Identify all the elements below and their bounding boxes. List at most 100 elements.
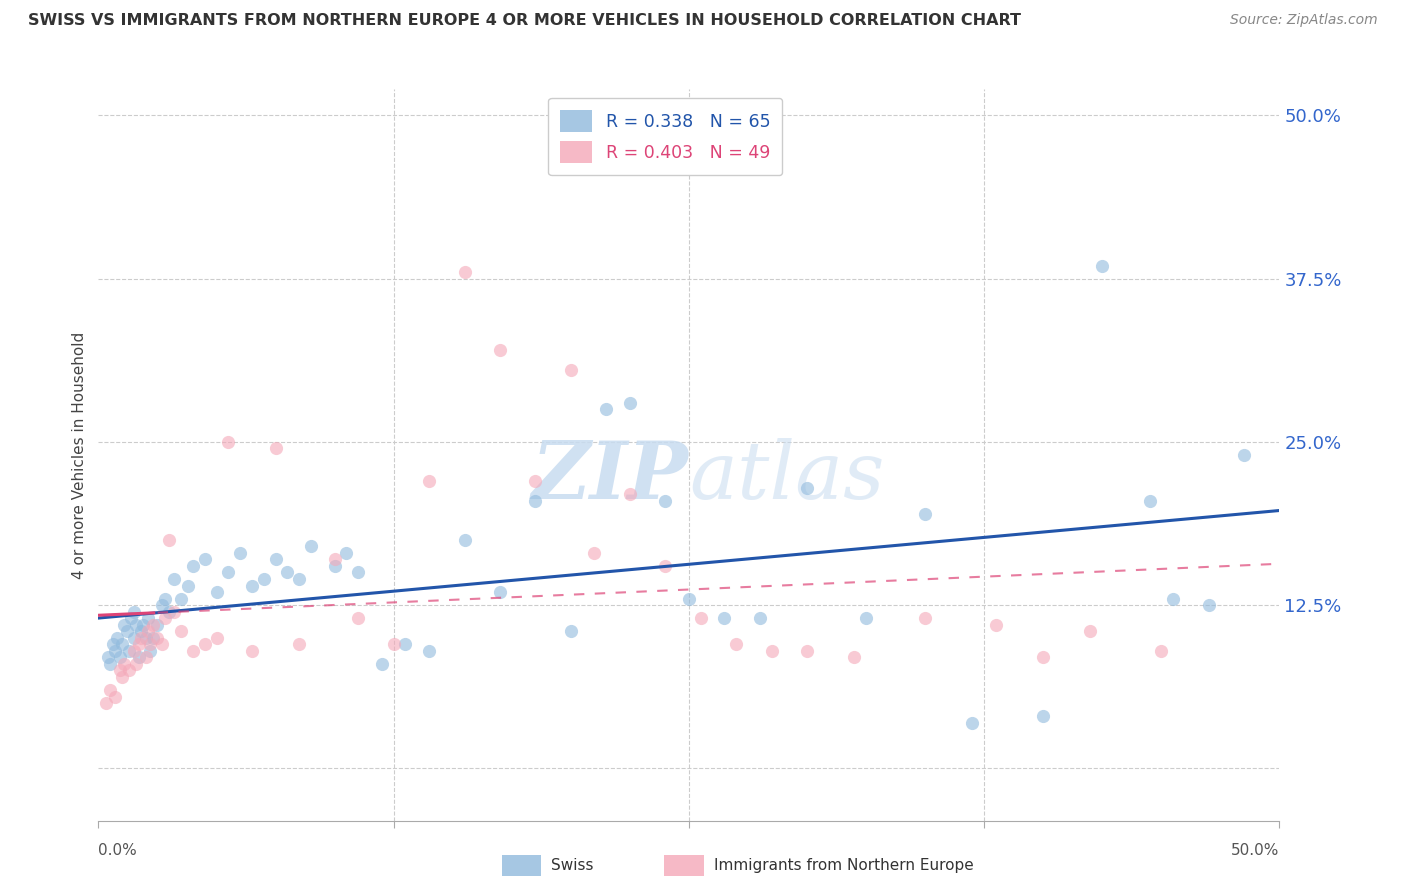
Text: Immigrants from Northern Europe: Immigrants from Northern Europe [713,858,973,872]
Point [157,533,180,547]
Point [796,481,818,495]
Point [118,664,141,678]
Text: 50.0%: 50.0% [1232,843,1279,858]
Point [264,552,287,566]
Point [139,637,162,651]
Point [489,343,512,358]
Point [136,624,159,639]
Point [796,644,818,658]
Point [914,507,936,521]
Point [194,637,217,651]
Point [122,631,145,645]
Point [128,637,150,651]
Point [105,631,128,645]
Point [240,578,263,592]
Legend: R = 0.338   N = 65, R = 0.403   N = 49: R = 0.338 N = 65, R = 0.403 N = 49 [548,98,782,176]
Point [654,558,676,573]
Point [984,617,1007,632]
Point [97,650,120,665]
Point [94,696,117,710]
Point [713,611,735,625]
Point [844,650,866,665]
Y-axis label: 4 or more Vehicles in Household: 4 or more Vehicles in Household [72,331,87,579]
Point [205,585,228,599]
Text: Source: ZipAtlas.com: Source: ZipAtlas.com [1230,13,1378,28]
Point [619,487,641,501]
Point [761,644,783,658]
Point [98,657,121,671]
Point [177,578,200,592]
Point [335,546,357,560]
Point [962,715,984,730]
Point [194,552,217,566]
Point [1080,624,1102,639]
Point [453,265,475,279]
Point [595,402,617,417]
Point [181,644,204,658]
Point [914,611,936,625]
Point [122,605,145,619]
Point [146,631,169,645]
Point [125,617,148,632]
Point [619,395,641,409]
Point [163,572,186,586]
Text: Swiss: Swiss [551,858,593,872]
Point [104,690,127,704]
Point [157,605,180,619]
Point [560,624,582,639]
Point [153,591,176,606]
Point [1091,259,1114,273]
Point [112,657,135,671]
Point [150,598,173,612]
Point [112,617,135,632]
Point [115,624,138,639]
Point [240,644,263,658]
Point [108,664,131,678]
Point [347,611,370,625]
Text: SWISS VS IMMIGRANTS FROM NORTHERN EUROPE 4 OR MORE VEHICLES IN HOUSEHOLD CORRELA: SWISS VS IMMIGRANTS FROM NORTHERN EUROPE… [28,13,1021,29]
Point [1032,650,1054,665]
Point [323,558,346,573]
Point [371,657,394,671]
Point [217,434,239,449]
Point [111,670,134,684]
Point [118,644,141,658]
Point [121,611,143,625]
Point [98,683,121,698]
Point [1032,709,1054,723]
Point [418,474,440,488]
Point [205,631,228,645]
Point [394,637,416,651]
Point [139,644,162,658]
Point [323,552,346,566]
Point [299,539,322,553]
Point [129,631,152,645]
Point [132,617,155,632]
Point [170,624,193,639]
Point [170,591,193,606]
Point [1161,591,1184,606]
Point [135,650,157,665]
Point [101,637,124,651]
Point [583,546,606,560]
Point [104,644,127,658]
Point [560,363,582,377]
Point [1233,448,1256,462]
Bar [502,855,541,876]
Point [163,605,186,619]
Point [129,624,152,639]
Point [253,572,276,586]
Point [748,611,770,625]
Point [135,631,157,645]
Text: 0.0%: 0.0% [98,843,138,858]
Point [229,546,252,560]
Point [125,657,148,671]
Point [382,637,405,651]
Point [1150,644,1173,658]
Point [146,617,169,632]
Point [1198,598,1220,612]
Point [453,533,475,547]
Point [136,611,159,625]
Point [108,650,131,665]
Point [142,617,165,632]
